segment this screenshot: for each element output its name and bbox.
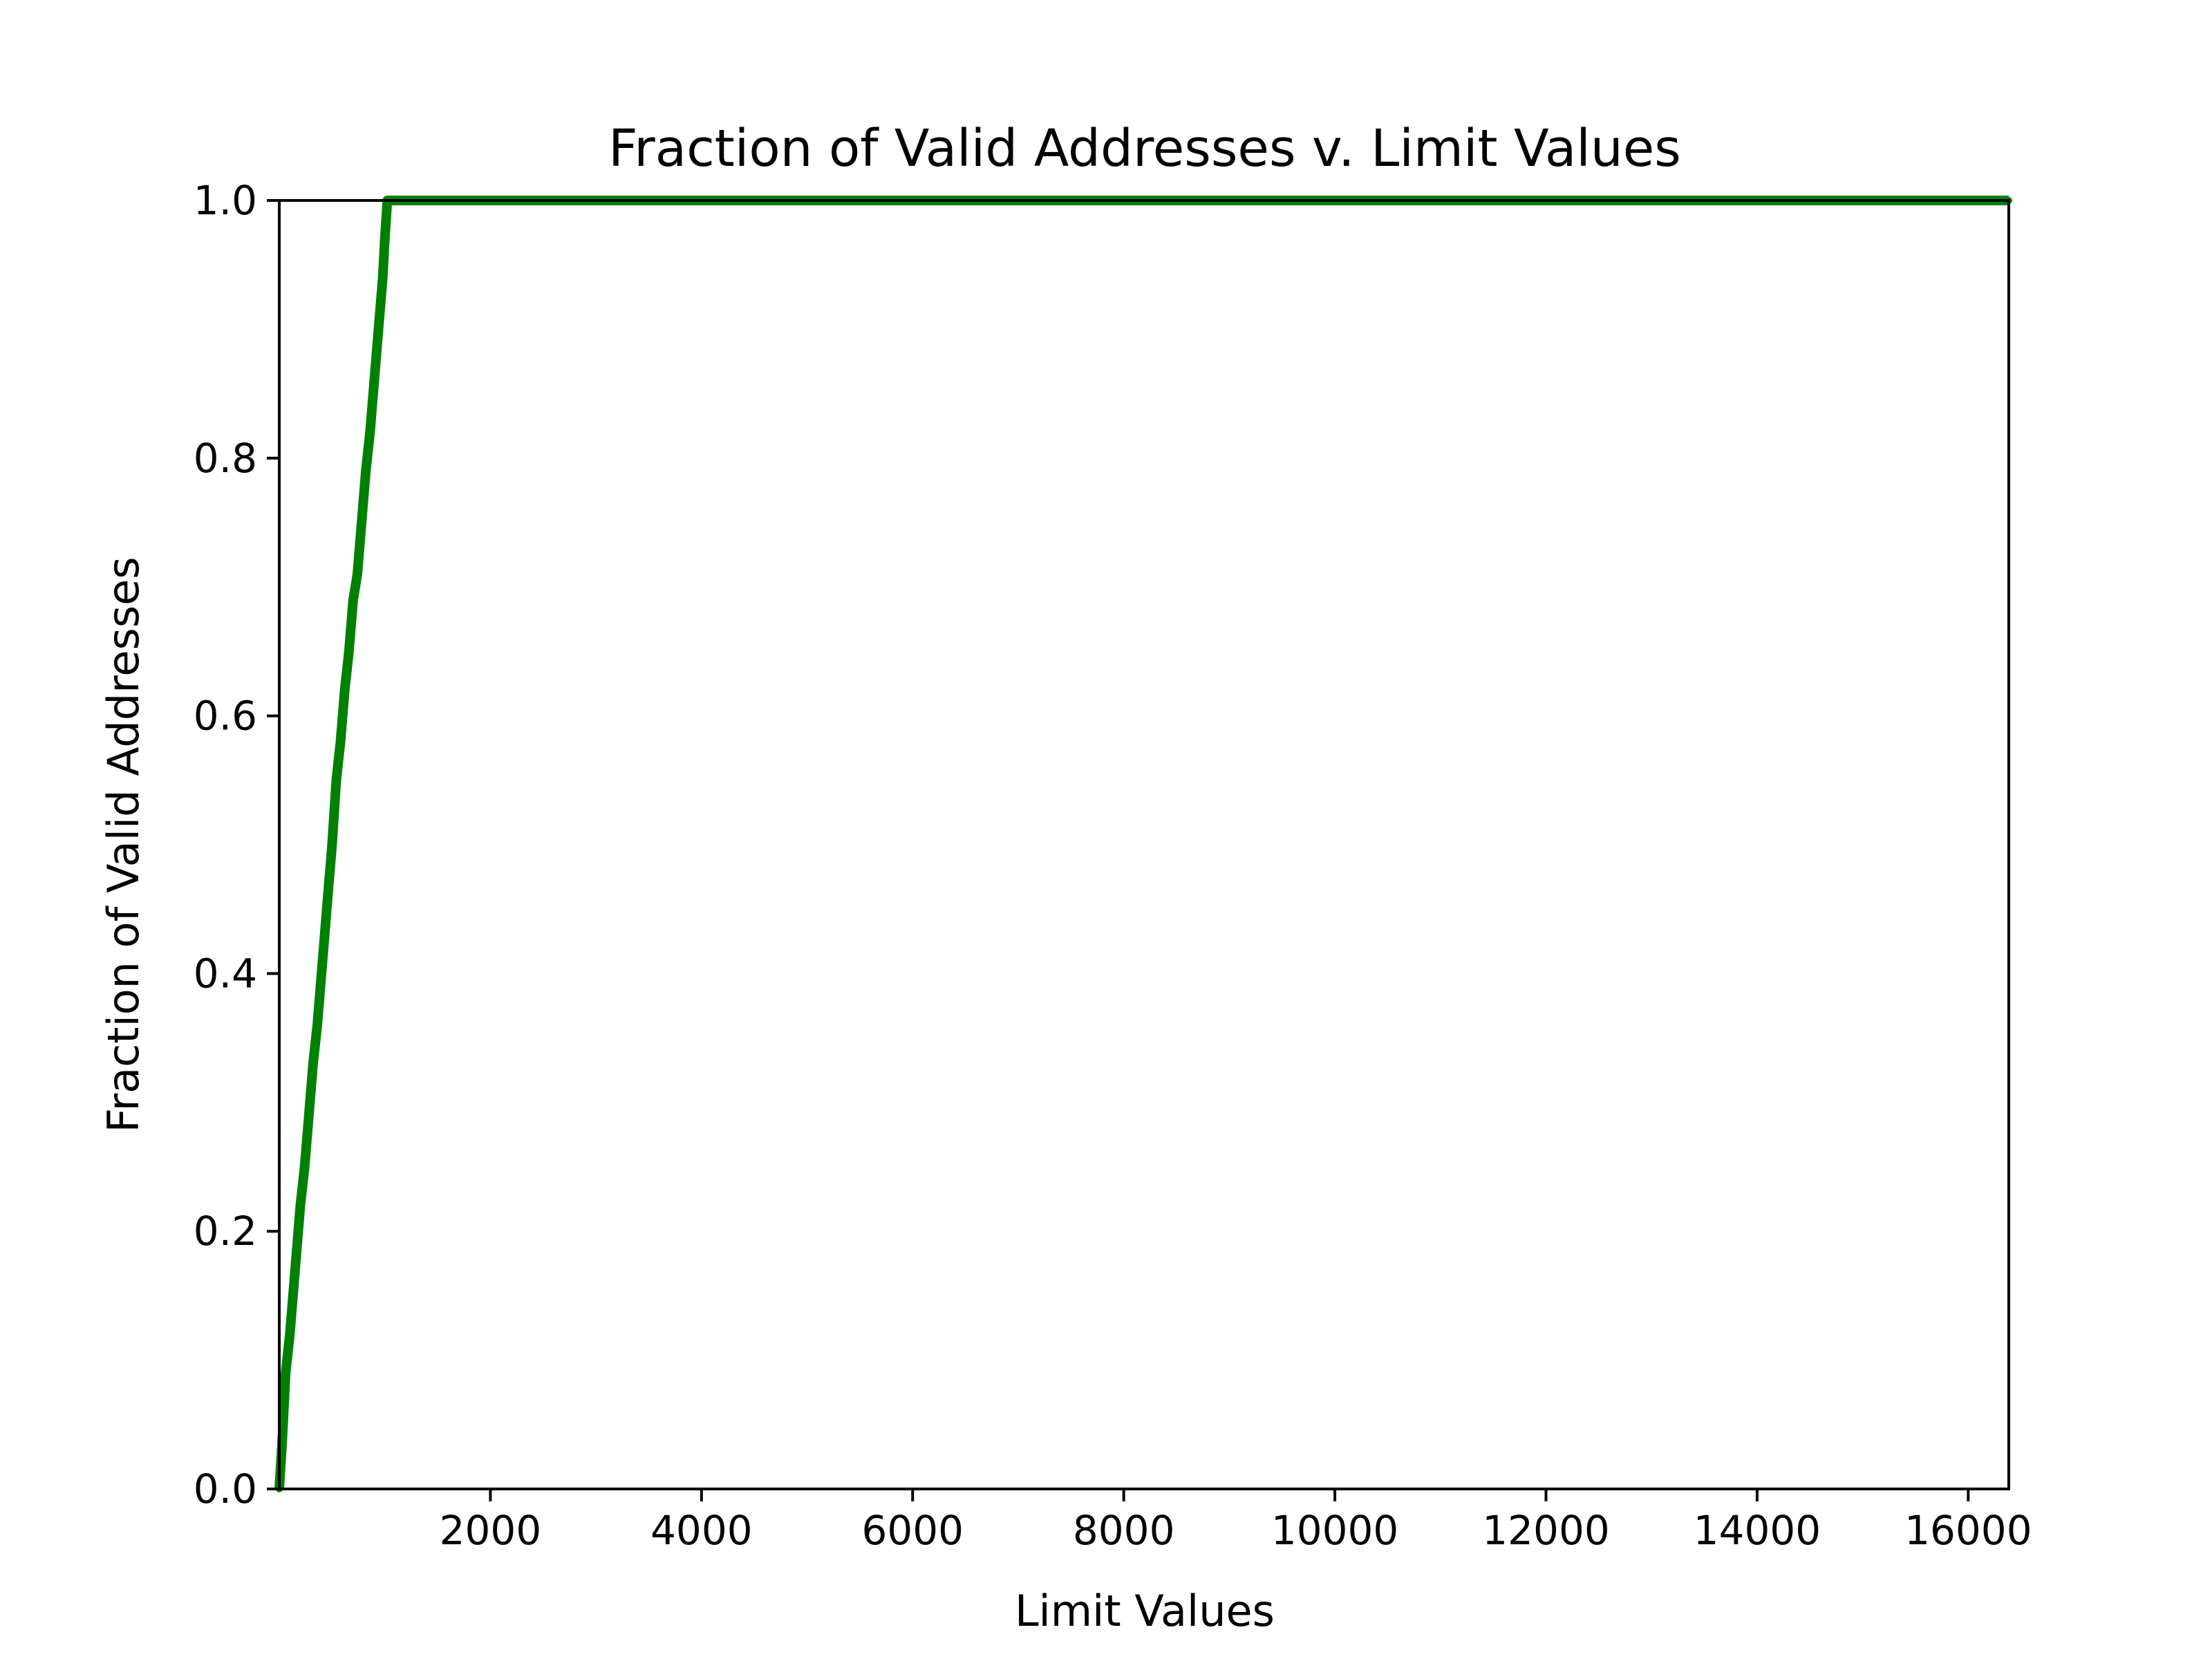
x-tick-label: 14000 (1694, 1507, 1821, 1554)
data-point (297, 1201, 304, 1209)
data-point (279, 1434, 286, 1441)
x-tick-label: 12000 (1482, 1507, 1610, 1554)
data-point (318, 970, 326, 977)
chart-title: Fraction of Valid Addresses v. Limit Val… (608, 119, 1681, 178)
data-point (375, 326, 382, 333)
data-point (291, 1266, 299, 1274)
series-layer (274, 196, 2012, 1492)
data-point (332, 776, 340, 784)
data-point (328, 841, 336, 848)
y-tick-label: 0.4 (194, 950, 257, 997)
y-tick-label: 0.6 (194, 693, 257, 740)
x-axis-label: Limit Values (1015, 1586, 1275, 1636)
data-point (321, 931, 328, 939)
data-point (337, 738, 344, 745)
y-tick-label: 0.0 (194, 1465, 257, 1512)
data-point (324, 892, 332, 900)
x-tick-label: 4000 (650, 1507, 753, 1554)
data-point (366, 429, 374, 436)
x-tick-label: 16000 (1904, 1507, 2032, 1554)
data-point (314, 1022, 321, 1029)
y-tick-label: 1.0 (194, 177, 257, 224)
data-point (282, 1369, 290, 1377)
y-tick-label: 0.8 (194, 435, 257, 482)
data-point (341, 686, 348, 694)
data-point (371, 377, 378, 384)
data-point (358, 519, 366, 526)
y-axis-label: Fraction of Valid Addresses (98, 556, 149, 1132)
x-tick-label: 2000 (440, 1507, 542, 1554)
data-point (362, 467, 370, 475)
data-point (301, 1163, 308, 1170)
data-point (381, 235, 388, 243)
data-point (379, 274, 386, 281)
data-point (345, 648, 353, 655)
data-point (354, 570, 361, 578)
y-tick-label: 0.2 (194, 1208, 257, 1255)
data-point (309, 1060, 317, 1067)
x-tick-label: 6000 (861, 1507, 964, 1554)
data-point (286, 1331, 294, 1338)
plot-frame (278, 199, 2010, 1490)
data-point (349, 596, 357, 603)
y-axis: 0.0 0.2 0.4 0.6 0.8 1.0 (194, 177, 279, 1512)
x-axis: 2000 4000 6000 8000 10000 12000 14000 16000 (440, 1489, 2032, 1554)
data-point (305, 1112, 312, 1119)
x-tick-label: 8000 (1073, 1507, 1175, 1554)
x-tick-label: 10000 (1271, 1507, 1399, 1554)
